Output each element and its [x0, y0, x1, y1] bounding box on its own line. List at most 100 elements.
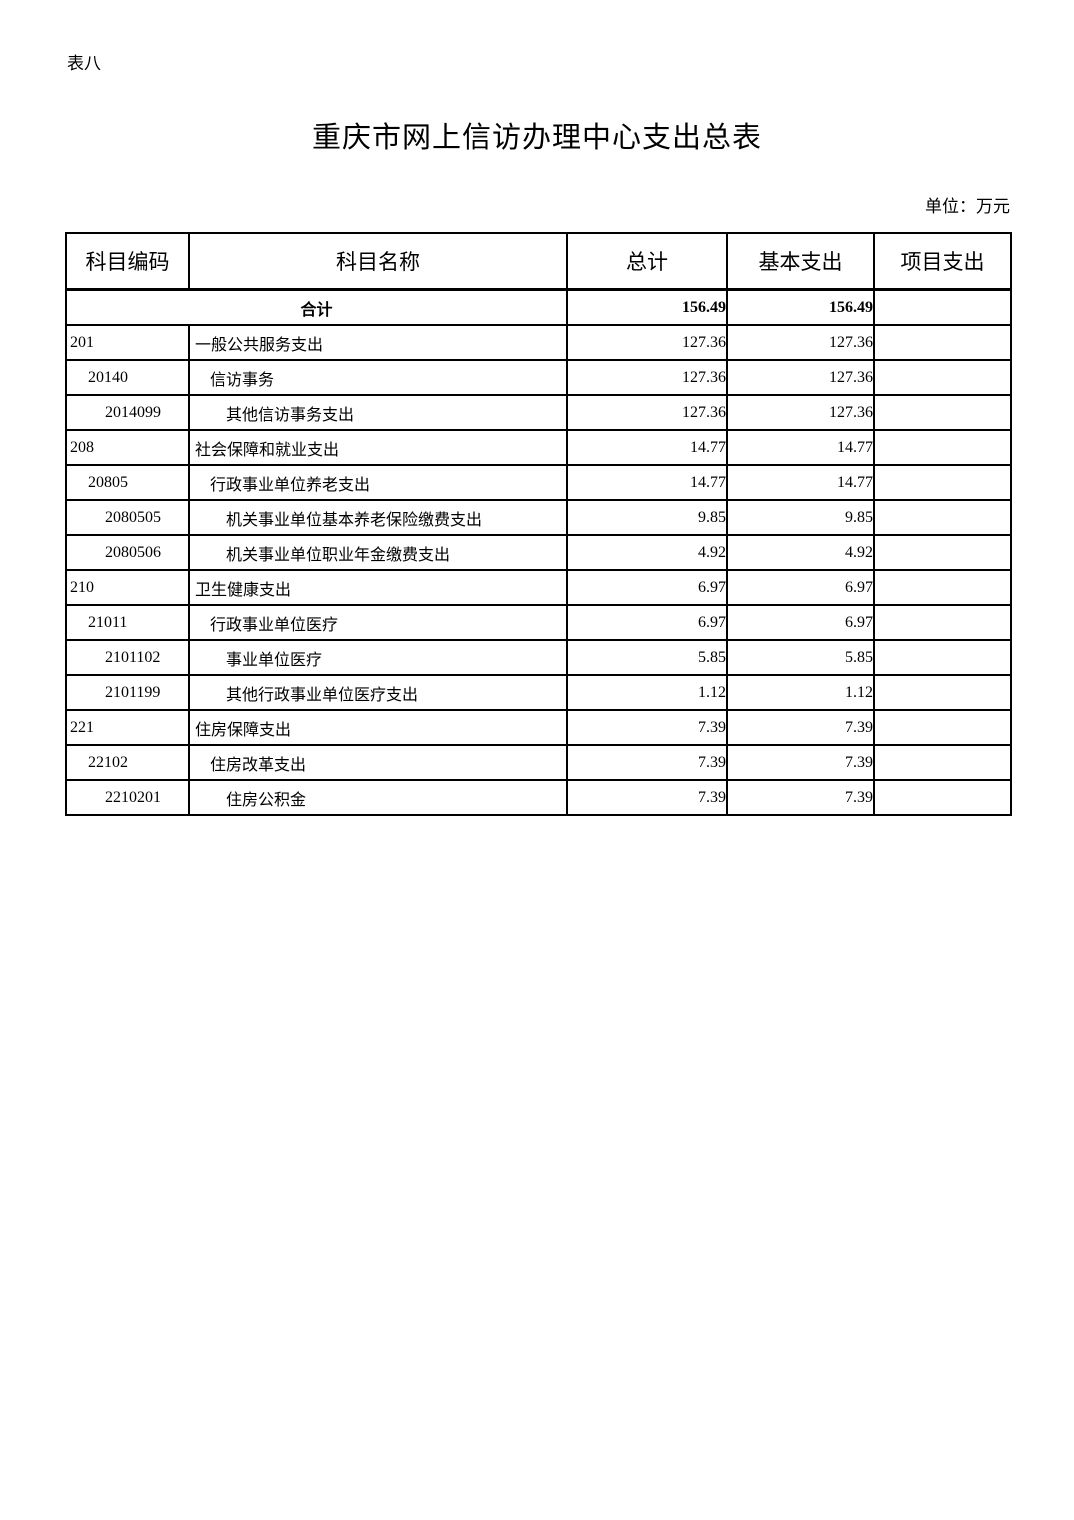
table-body: 合计 156.49 156.49 201 一般公共服务支出 127.36 127.36 201… [65, 288, 1012, 816]
total-cell: 6.97 [566, 569, 728, 606]
project-cell [873, 534, 1012, 571]
unit-label: 单位：万元 [925, 197, 1010, 216]
project-cell [873, 709, 1012, 746]
project-cell [873, 324, 1012, 361]
table-number-label: 表八 [67, 54, 101, 73]
table-header: 科目编码 科目名称 总计 基本支出 项目支出 [65, 232, 1012, 291]
code-cell: 2210201 [65, 779, 190, 816]
total-cell: 14.77 [566, 464, 728, 501]
basic-cell: 6.97 [726, 569, 875, 606]
code-cell: 2101102 [65, 639, 190, 676]
column-header-total: 总计 [566, 232, 728, 291]
project-cell [873, 744, 1012, 781]
code-cell: 20140 [65, 359, 190, 396]
code-cell: 20805 [65, 464, 190, 501]
table-row: 2101102 事业单位医疗 5.85 5.85 [65, 639, 1012, 676]
basic-cell: 4.92 [726, 534, 875, 571]
basic-cell: 7.39 [726, 744, 875, 781]
total-cell: 1.12 [566, 674, 728, 711]
basic-cell: 7.39 [726, 709, 875, 746]
table-row: 2101199 其他行政事业单位医疗支出 1.12 1.12 [65, 674, 1012, 711]
name-cell: 住房公积金 [188, 779, 568, 816]
code-cell: 2101199 [65, 674, 190, 711]
project-cell [873, 499, 1012, 536]
basic-cell: 1.12 [726, 674, 875, 711]
project-cell [873, 429, 1012, 466]
total-cell: 5.85 [566, 639, 728, 676]
table-row: 2210201 住房公积金 7.39 7.39 [65, 779, 1012, 816]
basic-cell: 156.49 [726, 288, 875, 326]
name-cell: 卫生健康支出 [188, 569, 568, 606]
total-cell: 14.77 [566, 429, 728, 466]
total-cell: 6.97 [566, 604, 728, 641]
basic-cell: 6.97 [726, 604, 875, 641]
code-cell: 2080506 [65, 534, 190, 571]
total-cell: 127.36 [566, 359, 728, 396]
table-row: 210 卫生健康支出 6.97 6.97 [65, 569, 1012, 606]
column-header-project: 项目支出 [873, 232, 1012, 291]
name-cell: 其他信访事务支出 [188, 394, 568, 431]
table-row: 221 住房保障支出 7.39 7.39 [65, 709, 1012, 746]
code-cell: 22102 [65, 744, 190, 781]
project-cell [873, 464, 1012, 501]
basic-cell: 127.36 [726, 359, 875, 396]
table-row: 2080506 机关事业单位职业年金缴费支出 4.92 4.92 [65, 534, 1012, 571]
expenditure-table: 科目编码 科目名称 总计 基本支出 项目支出 合计 156.49 156.49 201… [65, 232, 1012, 816]
code-cell: 208 [65, 429, 190, 466]
table-row: 21011 行政事业单位医疗 6.97 6.97 [65, 604, 1012, 641]
name-cell: 其他行政事业单位医疗支出 [188, 674, 568, 711]
code-cell: 221 [65, 709, 190, 746]
code-cell: 201 [65, 324, 190, 361]
code-cell: 2014099 [65, 394, 190, 431]
name-cell: 信访事务 [188, 359, 568, 396]
code-cell: 210 [65, 569, 190, 606]
project-cell [873, 359, 1012, 396]
name-cell: 社会保障和就业支出 [188, 429, 568, 466]
name-cell: 行政事业单位医疗 [188, 604, 568, 641]
table-row: 201 一般公共服务支出 127.36 127.36 [65, 324, 1012, 361]
name-cell: 住房改革支出 [188, 744, 568, 781]
name-cell: 一般公共服务支出 [188, 324, 568, 361]
project-cell [873, 639, 1012, 676]
basic-cell: 14.77 [726, 464, 875, 501]
code-cell: 2080505 [65, 499, 190, 536]
total-cell: 156.49 [566, 288, 728, 326]
basic-cell: 5.85 [726, 639, 875, 676]
name-cell: 机关事业单位基本养老保险缴费支出 [188, 499, 568, 536]
project-cell [873, 674, 1012, 711]
name-cell: 事业单位医疗 [188, 639, 568, 676]
name-cell: 机关事业单位职业年金缴费支出 [188, 534, 568, 571]
code-cell: 21011 [65, 604, 190, 641]
table-row: 22102 住房改革支出 7.39 7.39 [65, 744, 1012, 781]
project-cell [873, 569, 1012, 606]
total-cell: 127.36 [566, 394, 728, 431]
project-cell [873, 779, 1012, 816]
name-cell: 住房保障支出 [188, 709, 568, 746]
project-cell [873, 288, 1012, 326]
project-cell [873, 394, 1012, 431]
basic-cell: 9.85 [726, 499, 875, 536]
total-cell: 7.39 [566, 779, 728, 816]
column-header-code: 科目编码 [65, 232, 190, 291]
table-row: 20140 信访事务 127.36 127.36 [65, 359, 1012, 396]
total-label-cell: 合计 [65, 288, 568, 326]
table-row: 208 社会保障和就业支出 14.77 14.77 [65, 429, 1012, 466]
basic-cell: 127.36 [726, 324, 875, 361]
column-header-basic: 基本支出 [726, 232, 875, 291]
total-cell: 9.85 [566, 499, 728, 536]
table-row: 2014099 其他信访事务支出 127.36 127.36 [65, 394, 1012, 431]
basic-cell: 14.77 [726, 429, 875, 466]
table-row: 2080505 机关事业单位基本养老保险缴费支出 9.85 9.85 [65, 499, 1012, 536]
basic-cell: 7.39 [726, 779, 875, 816]
total-row: 合计 156.49 156.49 [65, 288, 1012, 326]
total-cell: 127.36 [566, 324, 728, 361]
total-cell: 4.92 [566, 534, 728, 571]
page-title: 重庆市网上信访办理中心支出总表 [311, 122, 762, 154]
header-row: 科目编码 科目名称 总计 基本支出 项目支出 [65, 232, 1012, 291]
table-row: 20805 行政事业单位养老支出 14.77 14.77 [65, 464, 1012, 501]
basic-cell: 127.36 [726, 394, 875, 431]
project-cell [873, 604, 1012, 641]
total-cell: 7.39 [566, 744, 728, 781]
column-header-name: 科目名称 [188, 232, 568, 291]
